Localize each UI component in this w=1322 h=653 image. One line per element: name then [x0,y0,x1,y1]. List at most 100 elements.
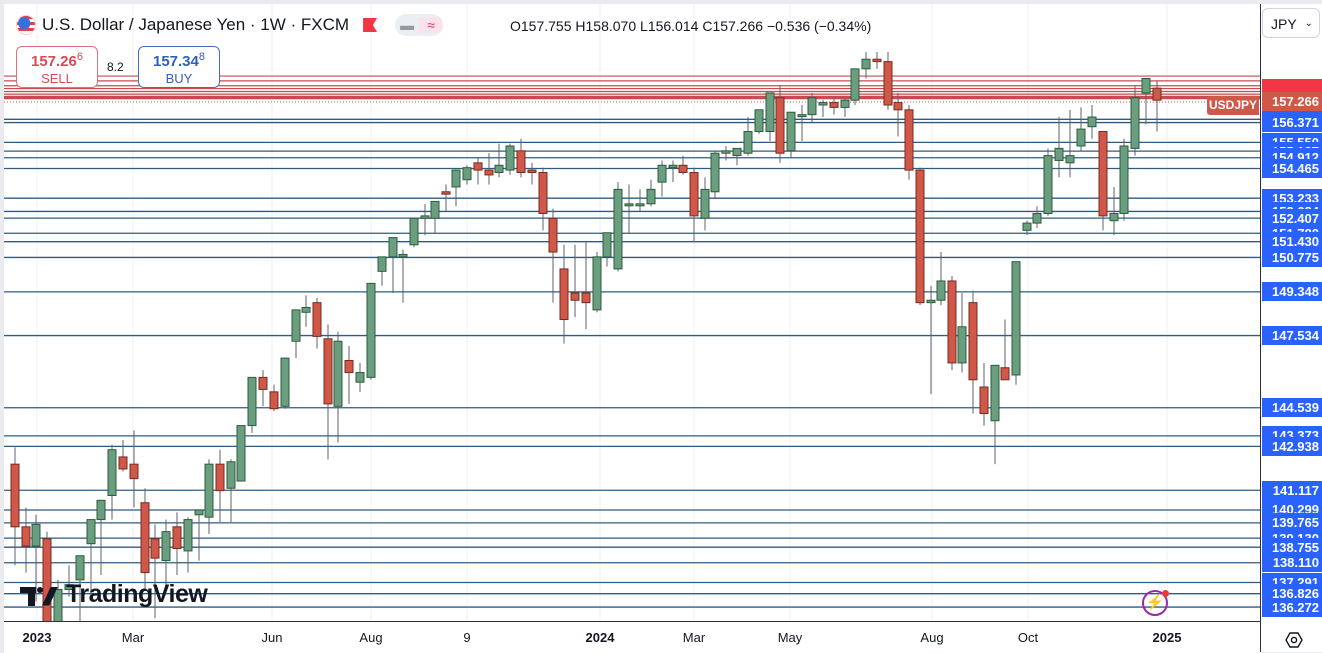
lightning-icon[interactable]: ⚡ [1142,590,1169,616]
bull-candle [646,188,656,205]
bear-candle [883,61,893,106]
bull-candle [635,203,645,207]
sell-button[interactable]: 157.266 SELL [16,46,98,88]
time-axis-label: Jun [261,630,283,645]
bear-candle [559,268,569,321]
bull-candle [700,188,710,219]
bull-candle [236,425,246,482]
bull-candle [1032,212,1042,224]
bear-candle [129,463,139,480]
sell-label: SELL [41,71,73,86]
symbol-tag: USDJPY [1207,96,1259,115]
bear-candle [344,360,354,374]
support-price-label: 136.272 [1262,597,1322,617]
time-axis-label: 2023 [22,630,52,645]
flag-icon[interactable] [363,18,378,32]
currency-select[interactable]: JPY ⌄ [1262,8,1320,38]
high-value: 158.070 [585,18,637,34]
bear-candle [21,526,31,547]
bear-candle [1152,87,1162,101]
time-axis-label: 2024 [585,630,615,645]
time-axis-label: Aug [920,630,944,645]
ohlc-values: O157.755 H158.070 L156.014 C157.266 −0.5… [510,18,871,34]
bear-candle [527,169,537,173]
buy-label: BUY [165,71,193,86]
bear-candle [979,386,989,415]
bull-candle [721,150,731,154]
bear-candle [581,292,591,304]
time-axis-label: Oct [1017,630,1039,645]
bear-candle [473,162,483,171]
low-value: 156.014 [647,18,699,34]
chart-plot-area[interactable] [4,4,1260,622]
minus-icon[interactable]: ▬ [400,17,415,33]
bull-candle [926,299,936,304]
time-axis[interactable]: 2023 Mar Jun Aug 9 2024 Mar May Aug Oct 2025 [4,621,1260,653]
bull-candle [754,109,764,133]
price-axis[interactable]: 157.781157.660157.458156.507156.371155.5… [1260,4,1322,652]
bear-candle [140,502,150,574]
support-price-label: 139.765 [1262,513,1322,533]
bull-candle [430,200,440,219]
bear-candle [570,292,580,301]
bull-candle [183,519,193,552]
time-axis-label: Mar [121,630,145,645]
bull-candle [366,282,376,378]
support-price-label: 147.534 [1262,326,1322,346]
open-value: 157.755 [520,18,572,34]
candlestick-chart[interactable] [4,4,1260,622]
tradingview-logo[interactable]: TradingView [20,580,208,609]
indicator-toggle[interactable]: ▬ ≈ [395,14,444,36]
symbol-title[interactable]: U.S. Dollar / Japanese Yen · 1W · FXCM [42,15,350,34]
sell-price: 157.26 [30,53,77,70]
bull-candle [75,555,85,581]
bull-candle [161,531,171,562]
gear-hexagon-icon[interactable] [1284,630,1304,650]
buy-price-pip: 8 [198,51,205,63]
bull-candle [96,499,106,521]
tradingview-mark-icon [20,584,60,606]
chevron-down-icon: ⌄ [1304,18,1313,29]
bull-candle [957,326,967,364]
bear-candle [312,302,322,337]
bull-candle [657,164,667,183]
open-label: O [510,18,521,34]
bull-candle [668,164,678,169]
support-price-label: 142.938 [1262,436,1322,456]
bull-candle [1130,97,1140,149]
bull-candle [409,217,419,246]
bull-candle [86,519,96,545]
bull-candle [936,280,946,301]
bull-candle [592,256,602,311]
symbol-legend[interactable]: U.S. Dollar / Japanese Yen · 1W · FXCM ▬… [16,14,444,36]
bear-candle [441,191,451,195]
support-price-label: 149.348 [1262,282,1322,302]
currency-value: JPY [1271,16,1297,32]
bull-candle [786,111,796,152]
bear-candle [775,97,785,154]
bull-candle [613,188,623,270]
bear-candle [915,169,925,304]
notification-dot [1162,590,1169,597]
bear-candle [150,538,160,559]
tradingview-wordmark: TradingView [66,580,208,608]
bear-candle [893,102,903,111]
us-flag-icon [16,15,36,35]
approx-wave-icon[interactable]: ≈ [419,17,444,33]
bull-candle [1076,128,1086,147]
bull-candle [31,523,41,547]
bull-candle [710,152,720,193]
support-price-label: 138.755 [1262,537,1322,557]
bear-candle [947,280,957,364]
bull-candle [388,237,398,258]
bull-candle [462,167,472,181]
bull-candle [1022,222,1032,231]
bear-candle [1000,367,1010,381]
bull-candle [247,376,257,427]
bull-candle [226,461,236,489]
bull-candle [301,306,311,313]
bull-candle [398,253,408,258]
spread-value: 8.2 [107,60,124,74]
bull-candle [194,509,204,516]
buy-button[interactable]: 157.348 BUY [138,46,220,88]
